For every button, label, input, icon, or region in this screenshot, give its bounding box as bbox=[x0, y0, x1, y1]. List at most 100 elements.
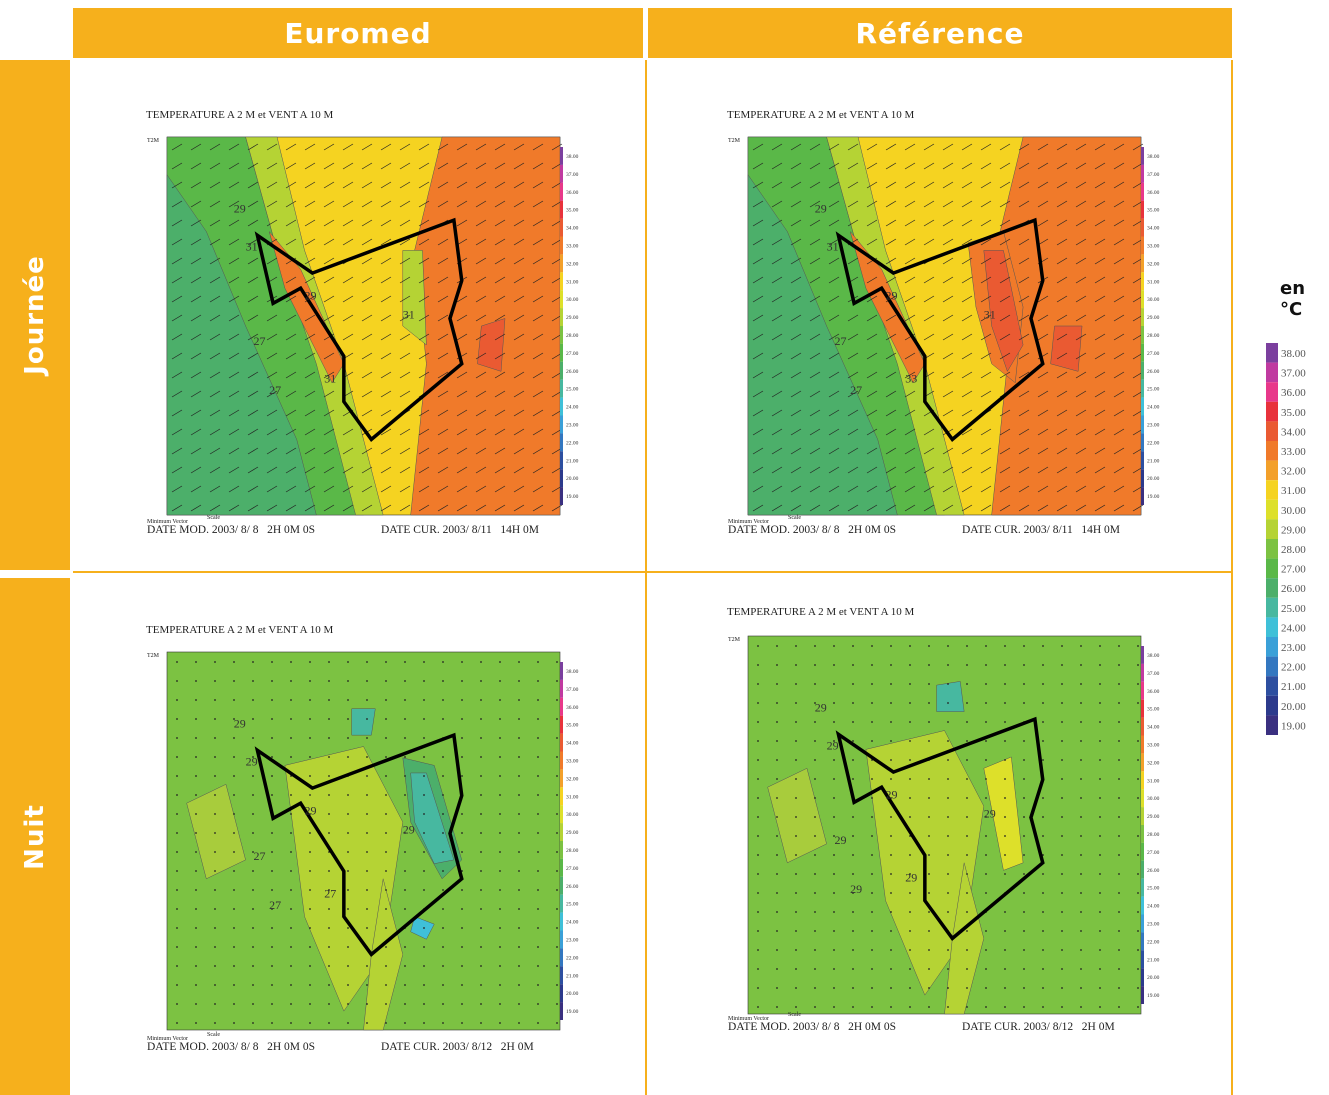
colorbar-swatch bbox=[1141, 219, 1144, 237]
colorbar-swatch bbox=[560, 237, 563, 255]
date-cur: DATE CUR. 2003/ 8/11 14H 0M bbox=[381, 524, 539, 536]
wind-vector bbox=[909, 778, 911, 780]
wind-vector bbox=[985, 645, 987, 647]
wind-vector bbox=[909, 664, 911, 666]
contour-label: 27 bbox=[269, 898, 281, 912]
wind-vector bbox=[890, 911, 892, 913]
colorbar-label: 31.00 bbox=[566, 794, 579, 800]
wind-vector bbox=[195, 661, 197, 663]
colorbar-label: 30.00 bbox=[1147, 297, 1160, 303]
wind-vector bbox=[1004, 740, 1006, 742]
wind-vector bbox=[442, 699, 444, 701]
wind-vector bbox=[309, 851, 311, 853]
wind-vector bbox=[537, 813, 539, 815]
wind-vector bbox=[252, 832, 254, 834]
wind-vector bbox=[1099, 816, 1101, 818]
wind-vector bbox=[233, 927, 235, 929]
wind-vector bbox=[214, 775, 216, 777]
wind-vector bbox=[1118, 911, 1120, 913]
wind-vector bbox=[480, 851, 482, 853]
wind-vector bbox=[499, 661, 501, 663]
wind-vector bbox=[814, 683, 816, 685]
colorbar-swatch bbox=[560, 662, 563, 680]
wind-vector bbox=[985, 664, 987, 666]
wind-vector bbox=[366, 718, 368, 720]
wind-vector bbox=[423, 946, 425, 948]
date-mod: DATE MOD. 2003/ 8/ 8 2H 0M 0S bbox=[728, 1021, 896, 1033]
wind-vector bbox=[480, 889, 482, 891]
wind-vector bbox=[214, 680, 216, 682]
wind-vector bbox=[404, 851, 406, 853]
wind-vector bbox=[966, 721, 968, 723]
wind-vector bbox=[252, 965, 254, 967]
wind-vector bbox=[309, 965, 311, 967]
wind-vector bbox=[776, 968, 778, 970]
colorbar-label: 25.00 bbox=[1147, 886, 1160, 892]
wind-vector bbox=[985, 835, 987, 837]
wind-vector bbox=[328, 699, 330, 701]
wind-vector bbox=[757, 911, 759, 913]
colorbar-label: 37.00 bbox=[1147, 671, 1160, 677]
wind-vector bbox=[1118, 892, 1120, 894]
wind-vector bbox=[195, 927, 197, 929]
wind-vector bbox=[909, 968, 911, 970]
colorbar-label: 19.00 bbox=[566, 494, 579, 500]
wind-vector bbox=[909, 721, 911, 723]
wind-vector bbox=[1042, 930, 1044, 932]
wind-vector bbox=[366, 965, 368, 967]
wind-vector bbox=[328, 775, 330, 777]
wind-vector bbox=[795, 759, 797, 761]
wind-vector bbox=[814, 816, 816, 818]
wind-vector bbox=[290, 718, 292, 720]
colorbar-swatch bbox=[1141, 986, 1144, 1004]
wind-vector bbox=[309, 946, 311, 948]
colorbar-swatch bbox=[1141, 201, 1144, 219]
wind-vector bbox=[1004, 816, 1006, 818]
legend-label: 20.00 bbox=[1281, 701, 1306, 713]
colorbar-label: 25.00 bbox=[566, 387, 579, 393]
wind-vector bbox=[366, 851, 368, 853]
wind-vector bbox=[1004, 797, 1006, 799]
wind-vector bbox=[947, 949, 949, 951]
colorbar-label: 37.00 bbox=[566, 172, 579, 178]
wind-vector bbox=[947, 892, 949, 894]
wind-vector bbox=[309, 1003, 311, 1005]
wind-vector bbox=[271, 775, 273, 777]
colorbar-label: 29.00 bbox=[1147, 814, 1160, 820]
wind-vector bbox=[328, 908, 330, 910]
wind-vector bbox=[537, 1022, 539, 1024]
wind-vector bbox=[366, 699, 368, 701]
wind-vector bbox=[1023, 892, 1025, 894]
wind-vector bbox=[871, 873, 873, 875]
wind-vector bbox=[928, 778, 930, 780]
colorbar-label: 33.00 bbox=[1147, 742, 1160, 748]
wind-vector bbox=[252, 680, 254, 682]
colorbar-swatch bbox=[1141, 682, 1144, 700]
wind-vector bbox=[1042, 664, 1044, 666]
wind-vector bbox=[947, 1006, 949, 1008]
wind-vector bbox=[966, 1006, 968, 1008]
colorbar-swatch bbox=[1141, 272, 1144, 290]
wind-vector bbox=[518, 1022, 520, 1024]
wind-vector bbox=[214, 1003, 216, 1005]
wind-vector bbox=[347, 851, 349, 853]
wind-vector bbox=[928, 664, 930, 666]
wind-vector bbox=[442, 832, 444, 834]
wind-vector bbox=[985, 854, 987, 856]
wind-vector bbox=[1118, 721, 1120, 723]
wind-vector bbox=[290, 661, 292, 663]
wind-vector bbox=[252, 794, 254, 796]
wind-vector bbox=[442, 889, 444, 891]
colorbar-label: 22.00 bbox=[566, 440, 579, 446]
contour-label: 29 bbox=[815, 701, 827, 715]
page: {"header": {"columns": ["Euromed", "Réfé… bbox=[0, 0, 1329, 1095]
map-region bbox=[477, 318, 505, 371]
legend-swatch bbox=[1266, 578, 1278, 598]
contour-label: 33 bbox=[905, 372, 917, 386]
wind-vector bbox=[176, 756, 178, 758]
wind-vector bbox=[271, 794, 273, 796]
wind-vector bbox=[1004, 835, 1006, 837]
wind-vector bbox=[233, 1022, 235, 1024]
wind-vector bbox=[214, 1022, 216, 1024]
wind-vector bbox=[1099, 797, 1101, 799]
